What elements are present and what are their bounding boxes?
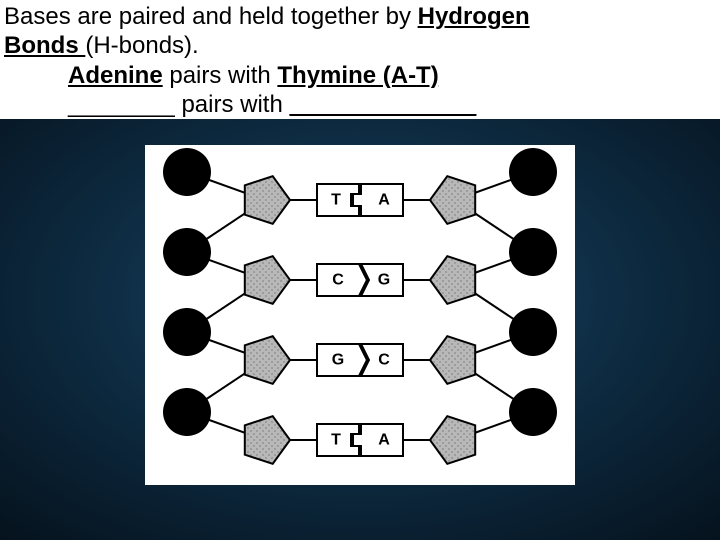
line1-plain: Bases are paired and held together by: [4, 3, 418, 30]
line4-blank2: ______________: [289, 91, 476, 118]
svg-text:G: G: [332, 352, 344, 369]
svg-text:C: C: [378, 352, 390, 369]
line3-thymine: Thymine (A-T): [277, 62, 438, 89]
dna-diagram: T A C G G C T A: [145, 145, 575, 485]
svg-text:T: T: [331, 192, 341, 209]
line1-hydrogen: Hydrogen: [418, 3, 530, 30]
svg-text:G: G: [378, 272, 390, 289]
line-1: Bases are paired and held together by Hy…: [4, 2, 716, 31]
text-block: Bases are paired and held together by Hy…: [0, 0, 720, 119]
line-3: Adenine pairs with Thymine (A-T): [68, 61, 716, 90]
line-2: Bonds (H-bonds).: [4, 31, 716, 60]
line3-pairs: pairs with: [163, 62, 278, 89]
svg-text:T: T: [331, 432, 341, 449]
svg-text:C: C: [332, 272, 344, 289]
line2-bonds: Bonds: [4, 32, 85, 59]
svg-text:A: A: [378, 192, 390, 209]
slide: Bases are paired and held together by Hy…: [0, 0, 720, 540]
line4-pairs: pairs with: [175, 91, 290, 118]
line-4: ________ pairs with ______________: [68, 90, 716, 119]
line2-hbonds: (H-bonds).: [85, 32, 198, 59]
line4-blank1: ________: [68, 91, 175, 118]
line3-adenine: Adenine: [68, 62, 163, 89]
svg-text:A: A: [378, 432, 390, 449]
